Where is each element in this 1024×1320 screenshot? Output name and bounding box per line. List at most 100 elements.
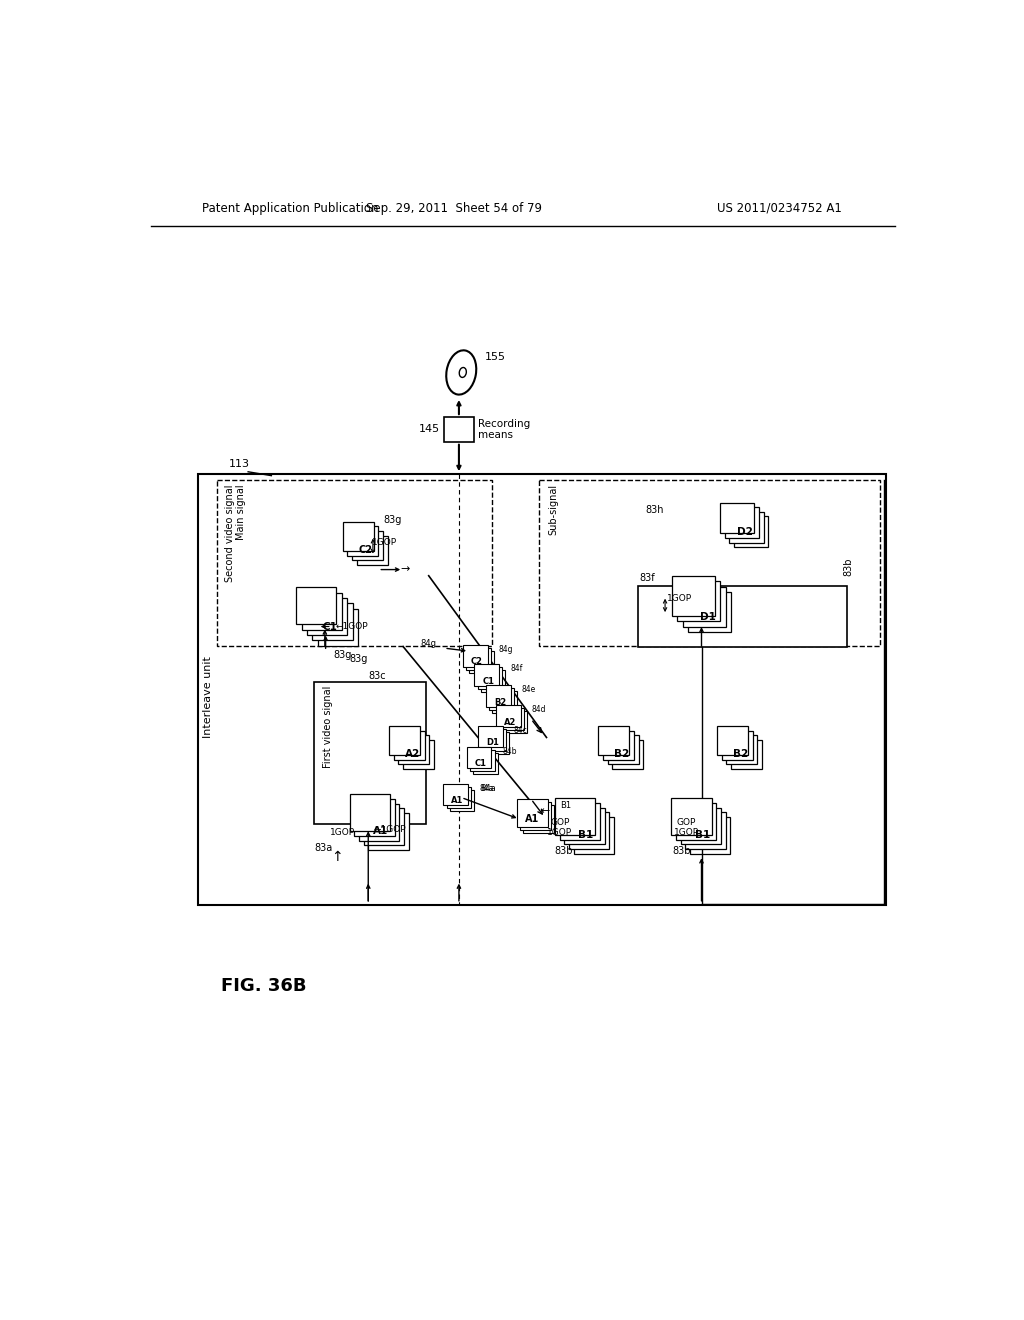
Text: 83g: 83g xyxy=(384,515,402,525)
Text: 1GOP: 1GOP xyxy=(330,828,354,837)
Text: C1: C1 xyxy=(323,622,337,632)
Bar xyxy=(359,804,399,841)
Text: FIG. 36B: FIG. 36B xyxy=(221,977,306,995)
Text: 84a: 84a xyxy=(479,784,494,793)
Bar xyxy=(302,593,342,630)
Bar xyxy=(394,730,425,760)
Bar xyxy=(364,808,403,845)
Text: 155: 155 xyxy=(484,352,506,362)
Text: B2: B2 xyxy=(614,750,630,759)
Text: Sub-signal: Sub-signal xyxy=(548,484,558,535)
Bar xyxy=(354,799,394,836)
Bar xyxy=(560,803,600,840)
Text: US 2011/0234752 A1: US 2011/0234752 A1 xyxy=(717,202,842,215)
Text: Sep. 29, 2011  Sheet 54 of 79: Sep. 29, 2011 Sheet 54 of 79 xyxy=(366,202,542,215)
Text: 83h: 83h xyxy=(646,504,665,515)
Bar xyxy=(473,752,498,775)
Text: 83c: 83c xyxy=(369,671,386,681)
Bar xyxy=(569,812,609,849)
Text: 113: 113 xyxy=(228,459,250,470)
Text: C2: C2 xyxy=(359,545,373,556)
Bar xyxy=(503,711,527,733)
Bar xyxy=(398,735,429,764)
Bar xyxy=(681,808,721,845)
Text: 83g: 83g xyxy=(334,649,352,660)
Bar xyxy=(693,597,736,638)
Text: 83b: 83b xyxy=(554,846,572,857)
Bar xyxy=(672,576,715,615)
Text: ↑: ↑ xyxy=(332,850,343,863)
Bar xyxy=(480,671,506,692)
Text: C1: C1 xyxy=(475,759,486,768)
Text: B2: B2 xyxy=(494,697,506,706)
Bar xyxy=(731,739,762,770)
Bar xyxy=(598,726,630,755)
Bar xyxy=(484,733,509,754)
Bar xyxy=(347,527,378,556)
Text: A2: A2 xyxy=(404,750,420,759)
Bar xyxy=(720,503,755,533)
Bar xyxy=(369,813,409,850)
Bar xyxy=(683,586,726,627)
Text: A2: A2 xyxy=(504,718,516,726)
Bar xyxy=(486,685,511,706)
Bar xyxy=(564,808,604,845)
Text: 84c: 84c xyxy=(514,726,527,735)
Bar xyxy=(520,803,551,830)
Bar xyxy=(734,516,768,548)
Bar xyxy=(481,729,506,751)
Text: C2: C2 xyxy=(471,657,482,667)
Bar xyxy=(307,598,347,635)
Text: 83b: 83b xyxy=(673,846,691,857)
Bar xyxy=(729,512,764,543)
Bar xyxy=(198,474,886,906)
Bar xyxy=(523,805,554,833)
Text: GOP: GOP xyxy=(550,817,569,826)
Bar xyxy=(349,795,390,832)
Text: 84g: 84g xyxy=(499,645,513,655)
Bar xyxy=(496,705,521,726)
Text: 84e: 84e xyxy=(521,685,536,694)
Bar xyxy=(446,787,471,808)
Text: B1: B1 xyxy=(560,801,571,809)
Text: 1GOP: 1GOP xyxy=(667,594,692,603)
Bar xyxy=(352,531,383,560)
Bar xyxy=(296,587,337,624)
Text: A1: A1 xyxy=(525,814,540,824)
Bar xyxy=(467,747,492,768)
Text: ←1GOP: ←1GOP xyxy=(374,825,407,834)
Bar xyxy=(573,817,614,854)
Text: Patent Application Publication: Patent Application Publication xyxy=(202,202,378,215)
Text: 1GOP: 1GOP xyxy=(674,829,698,837)
Text: 83a: 83a xyxy=(314,842,332,853)
Ellipse shape xyxy=(459,367,466,378)
Bar xyxy=(517,799,548,826)
Text: A1: A1 xyxy=(452,796,464,805)
Bar xyxy=(343,521,374,552)
Text: Interleave unit: Interleave unit xyxy=(203,656,213,738)
Bar xyxy=(469,651,494,673)
Bar xyxy=(314,682,426,825)
Bar xyxy=(217,480,493,645)
Bar xyxy=(500,708,524,730)
Text: A1: A1 xyxy=(373,826,388,837)
Text: B2: B2 xyxy=(732,750,748,759)
Bar xyxy=(489,688,514,710)
Bar xyxy=(444,417,474,442)
Bar xyxy=(317,609,358,645)
Text: ←1GOP: ←1GOP xyxy=(336,622,369,631)
Bar xyxy=(722,730,753,760)
Text: 83f: 83f xyxy=(640,573,655,583)
Ellipse shape xyxy=(446,350,476,395)
Text: D2: D2 xyxy=(737,527,753,537)
Text: 84g: 84g xyxy=(421,639,436,648)
Text: →: → xyxy=(400,565,411,574)
Bar xyxy=(403,739,434,770)
Bar xyxy=(450,789,474,812)
Text: 84b: 84b xyxy=(503,747,517,756)
Bar xyxy=(555,799,595,836)
Bar xyxy=(478,726,503,747)
Text: Main signal: Main signal xyxy=(236,484,246,540)
Text: D1: D1 xyxy=(699,612,716,622)
Bar xyxy=(463,645,487,667)
